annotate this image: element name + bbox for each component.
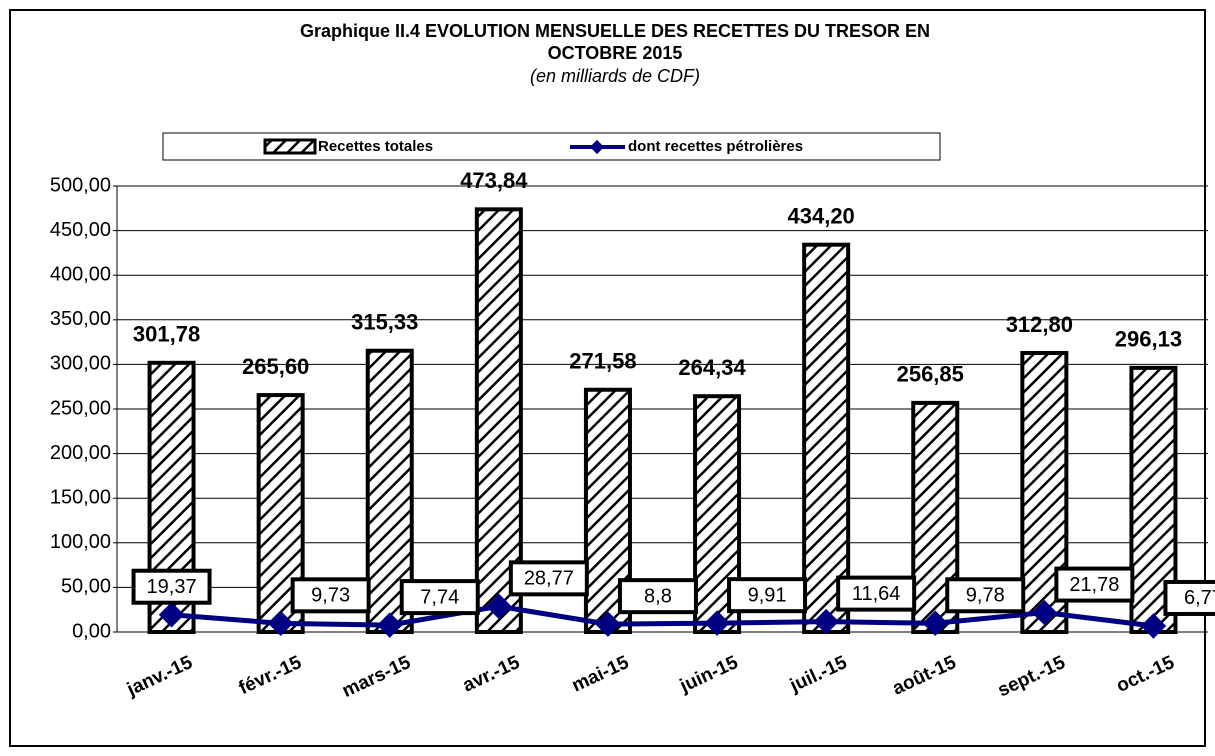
marker [158, 601, 185, 628]
y-tick-label: 350,00 [50, 308, 111, 330]
marker [267, 610, 294, 637]
data-label: 11,64 [852, 583, 901, 605]
marker [922, 610, 948, 637]
y-tick-label: 300,00 [50, 353, 111, 375]
data-label-box [399, 579, 480, 616]
marker [813, 608, 839, 635]
data-label: 301,78 [133, 322, 200, 347]
data-label: 9,78 [966, 585, 1005, 607]
data-label-box [508, 560, 589, 597]
data-label: 473,84 [460, 168, 528, 193]
chart-subtitle: (en milliards de CDF) [530, 66, 700, 86]
data-label: 6,77 [1184, 587, 1215, 609]
data-label-box [727, 577, 808, 614]
y-tick-label: 0,00 [72, 620, 111, 642]
data-label: 9,91 [748, 584, 787, 606]
data-label: 315,33 [351, 310, 418, 335]
legend-label: dont recettes pétrolières [628, 138, 803, 155]
legend-label: Recettes totales [318, 138, 433, 155]
marker [486, 593, 512, 620]
chart-title: Graphique II.4 EVOLUTION MENSUELLE DES R… [300, 21, 930, 41]
bar [802, 242, 851, 634]
data-label-box [945, 577, 1026, 614]
data-label: 264,34 [678, 355, 746, 380]
line [171, 603, 1154, 629]
legend-swatch [263, 138, 317, 155]
data-label: 265,60 [242, 354, 309, 379]
y-tick-label: 250,00 [50, 397, 111, 419]
data-label: 28,77 [524, 568, 574, 590]
y-tick-label: 100,00 [50, 531, 111, 553]
data-label-box [617, 578, 698, 615]
y-tick-label: 450,00 [50, 219, 111, 241]
data-label: 19,37 [147, 576, 197, 598]
data-label: 7,74 [420, 586, 459, 608]
data-label-box [1054, 566, 1135, 603]
y-tick-label: 500,00 [50, 174, 111, 196]
data-label: 8,8 [644, 585, 672, 607]
data-label: 312,80 [1006, 312, 1073, 337]
chart-title: OCTOBRE 2015 [548, 43, 683, 63]
marker [704, 610, 730, 636]
y-tick-label: 200,00 [50, 442, 111, 464]
data-label: 21,78 [1069, 574, 1119, 596]
data-label-box [836, 575, 917, 612]
y-tick-label: 150,00 [50, 486, 111, 508]
y-tick-label: 50,00 [61, 576, 111, 598]
data-label: 434,20 [788, 204, 855, 229]
marker [595, 611, 621, 637]
data-label: 271,58 [569, 349, 636, 374]
data-label: 256,85 [897, 362, 964, 387]
data-label-box [1163, 579, 1215, 616]
y-tick-label: 400,00 [50, 263, 111, 285]
legend-swatch [589, 139, 605, 155]
data-label: 9,73 [311, 585, 350, 607]
data-label: 296,13 [1115, 327, 1182, 352]
data-label-box [131, 568, 212, 605]
data-label-box [290, 577, 371, 614]
marker [377, 612, 403, 638]
